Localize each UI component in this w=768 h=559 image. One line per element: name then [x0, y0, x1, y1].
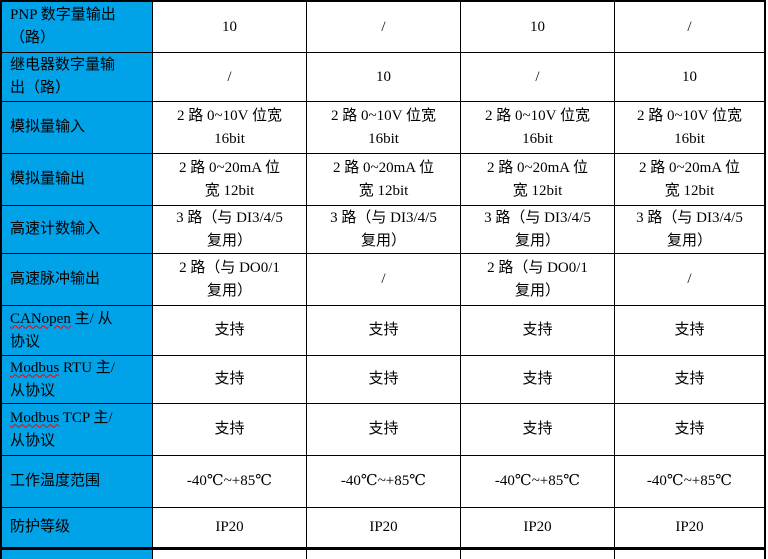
- table-cell: 2 路 0~20mA 位 宽 12bit: [460, 153, 614, 205]
- table-cell: -40℃~+85℃: [152, 455, 306, 507]
- table-cell: 2 路 0~10V 位宽 16bit: [614, 101, 764, 153]
- row-header-high-speed-pulse-output: 高速脉冲输出: [2, 253, 152, 305]
- table-cell: /: [614, 253, 764, 305]
- row-header-analog-output: 模拟量输出: [2, 153, 152, 205]
- table-cell: 支持: [460, 403, 614, 455]
- table-cell: 支持: [152, 403, 306, 455]
- table-cell: /: [306, 2, 460, 52]
- table-cell: 支持: [306, 355, 460, 403]
- row-header-label: TCP 主/ 从协议: [10, 409, 113, 449]
- row-header-pnp-digital-output: PNP 数字量输出 （路）: [2, 2, 152, 52]
- table-cell: 支持: [460, 355, 614, 403]
- row-header-modbus-tcp-protocol: Modbus TCP 主/ 从协议: [2, 403, 152, 455]
- table-cell: IP20: [614, 507, 764, 547]
- table-cell: [614, 547, 764, 559]
- spellcheck-underlined-word: Modbus: [10, 409, 60, 426]
- table-cell: /: [306, 253, 460, 305]
- table-cell: -40℃~+85℃: [460, 455, 614, 507]
- table-cell: 2 路 0~20mA 位 宽 12bit: [306, 153, 460, 205]
- table-cell: /: [614, 2, 764, 52]
- row-header-partial: [2, 547, 152, 559]
- table-cell: IP20: [306, 507, 460, 547]
- table-cell: 2 路 0~20mA 位 宽 12bit: [614, 153, 764, 205]
- spellcheck-underlined-word: Modbus: [10, 359, 60, 376]
- table-cell: 支持: [152, 355, 306, 403]
- row-header-label: RTU 主/ 从协议: [10, 359, 115, 399]
- table-cell: [460, 547, 614, 559]
- row-header-analog-input: 模拟量输入: [2, 101, 152, 153]
- table-cell: 支持: [614, 305, 764, 355]
- table-cell: 3 路（与 DI3/4/5 复用）: [460, 205, 614, 253]
- table-cell: 支持: [614, 403, 764, 455]
- table-cell: IP20: [152, 507, 306, 547]
- table-cell: -40℃~+85℃: [306, 455, 460, 507]
- row-header-modbus-rtu-protocol: Modbus RTU 主/ 从协议: [2, 355, 152, 403]
- row-header-label: 主/ 从 协议: [10, 310, 113, 350]
- row-header-operating-temperature: 工作温度范围: [2, 455, 152, 507]
- table-cell: 支持: [152, 305, 306, 355]
- table-cell: [152, 547, 306, 559]
- table-cell: 支持: [306, 305, 460, 355]
- table-cell: 2 路 0~20mA 位 宽 12bit: [152, 153, 306, 205]
- table-cell: /: [460, 52, 614, 101]
- table-cell: -40℃~+85℃: [614, 455, 764, 507]
- table-cell: 3 路（与 DI3/4/5 复用）: [306, 205, 460, 253]
- table-cell: 2 路 0~10V 位宽 16bit: [460, 101, 614, 153]
- table-cell: [306, 547, 460, 559]
- spellcheck-underlined-word: CANopen: [10, 310, 71, 327]
- table-cell: IP20: [460, 507, 614, 547]
- table-cell: 支持: [460, 305, 614, 355]
- table-cell: 10: [306, 52, 460, 101]
- table-cell: 支持: [306, 403, 460, 455]
- table-cell: 3 路（与 DI3/4/5 复用）: [152, 205, 306, 253]
- row-header-canopen-protocol: CANopen 主/ 从 协议: [2, 305, 152, 355]
- row-header-protection-rating: 防护等级: [2, 507, 152, 547]
- table-cell: 2 路（与 DO0/1 复用）: [152, 253, 306, 305]
- table-cell: 10: [152, 2, 306, 52]
- table-cell: 2 路 0~10V 位宽 16bit: [152, 101, 306, 153]
- table-cell: 10: [614, 52, 764, 101]
- table-cell: /: [152, 52, 306, 101]
- row-header-high-speed-counter-input: 高速计数输入: [2, 205, 152, 253]
- table-cell: 2 路 0~10V 位宽 16bit: [306, 101, 460, 153]
- row-header-relay-digital-output: 继电器数字量输 出（路）: [2, 52, 152, 101]
- table-cell: 10: [460, 2, 614, 52]
- table-cell: 3 路（与 DI3/4/5 复用）: [614, 205, 764, 253]
- table-cell: 支持: [614, 355, 764, 403]
- table-cell: 2 路（与 DO0/1 复用）: [460, 253, 614, 305]
